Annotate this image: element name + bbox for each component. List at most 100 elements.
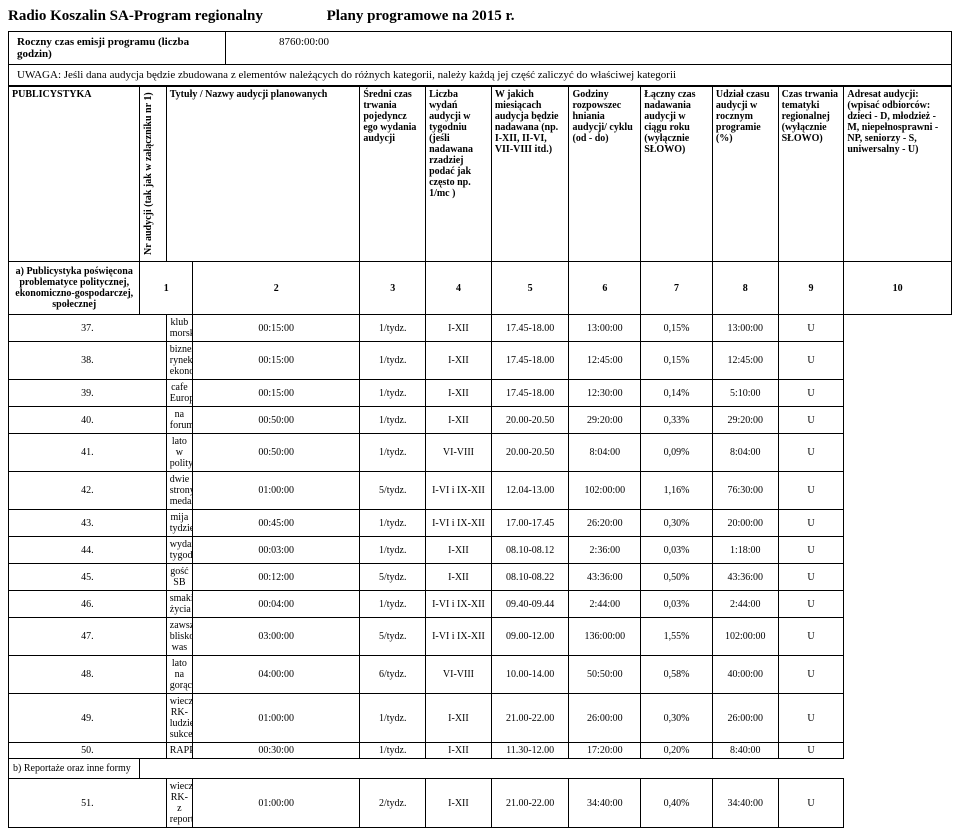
cell-reg: 12:45:00 — [712, 342, 778, 380]
table-row: 46.smaki życia00:04:001/tydz.I-VI i IX-X… — [9, 591, 952, 618]
cell-mon: VI-VIII — [426, 434, 492, 472]
cell-hrs: 20.00-20.50 — [491, 434, 569, 472]
cell-dur: 00:12:00 — [193, 564, 360, 591]
cell-aud: U — [778, 472, 844, 510]
cell-dur: 00:15:00 — [193, 315, 360, 342]
cell-pct: 1,16% — [641, 472, 713, 510]
cell-tot: 136:00:00 — [569, 618, 641, 656]
cell-aud: U — [778, 779, 844, 828]
cell-pct: 0,14% — [641, 380, 713, 407]
cell-mon: I-XII — [426, 779, 492, 828]
cell-dur: 03:00:00 — [193, 618, 360, 656]
cell-pct: 0,30% — [641, 694, 713, 743]
cell-nr: 51. — [9, 779, 167, 828]
numcell: 6 — [569, 262, 641, 315]
cell-name: cafe Europa — [166, 380, 192, 407]
table-row: 47.zawsze blisko was03:00:005/tydz.I-VI … — [9, 618, 952, 656]
category-note: UWAGA: Jeśli dana audycja będzie zbudowa… — [8, 65, 952, 86]
cell-tot: 26:00:00 — [569, 694, 641, 743]
cell-dur: 01:00:00 — [193, 472, 360, 510]
cell-tot: 43:36:00 — [569, 564, 641, 591]
table-row: 49.wieczór RK-ludzie sukcesu01:00:001/ty… — [9, 694, 952, 743]
plans-title: Plany programowe na 2015 r. — [327, 8, 515, 25]
cell-reg: 34:40:00 — [712, 779, 778, 828]
col-frequency: Liczba wydań audycji w tygodniu (jeśli n… — [426, 87, 492, 262]
table-row: 48.lato na gorąco04:00:006/tydz.VI-VIII1… — [9, 656, 952, 694]
cell-mon: I-VI i IX-XII — [426, 618, 492, 656]
cell-hrs: 21.00-22.00 — [491, 779, 569, 828]
cell-nr: 48. — [9, 656, 167, 694]
cell-mon: I-XII — [426, 743, 492, 759]
hours-value: 8760:00:00 — [226, 32, 382, 64]
cell-pct: 0,03% — [641, 591, 713, 618]
cell-hrs: 21.00-22.00 — [491, 694, 569, 743]
cell-hrs: 08.10-08.22 — [491, 564, 569, 591]
numcell: 5 — [491, 262, 569, 315]
cell-aud: U — [778, 315, 844, 342]
cell-hrs: 08.10-08.12 — [491, 537, 569, 564]
cell-aud: U — [778, 618, 844, 656]
cell-reg: 8:40:00 — [712, 743, 778, 759]
cell-tot: 102:00:00 — [569, 472, 641, 510]
cell-pct: 0,15% — [641, 342, 713, 380]
cell-mon: VI-VIII — [426, 656, 492, 694]
cell-mon: I-XII — [426, 380, 492, 407]
col-nr-label: Nr audycji (tak jak w załączniku nr 1) — [143, 89, 154, 259]
cell-hrs: 17.45-18.00 — [491, 342, 569, 380]
col-hours: Godziny rozpowszec hniania audycji/ cykl… — [569, 87, 641, 262]
cell-nr: 49. — [9, 694, 167, 743]
cell-freq: 1/tydz. — [360, 315, 426, 342]
table-row: 38.biznes, rynek, ekonomia00:15:001/tydz… — [9, 342, 952, 380]
table-row: 43.mija tydzień00:45:001/tydz.I-VI i IX-… — [9, 510, 952, 537]
cell-nr: 42. — [9, 472, 167, 510]
col-audience: Adresat audycji: (wpisać odbiorców: dzie… — [844, 87, 952, 262]
cell-freq: 6/tydz. — [360, 656, 426, 694]
org-name: Radio Koszalin SA — [8, 8, 129, 25]
cell-freq: 1/tydz. — [360, 407, 426, 434]
cell-nr: 38. — [9, 342, 167, 380]
cell-nr: 40. — [9, 407, 167, 434]
page-title: Radio Koszalin SA - Program regionalny P… — [8, 8, 952, 25]
numcell: 3 — [360, 262, 426, 315]
table-header-row: PUBLICYSTYKA Nr audycji (tak jak w załąc… — [9, 87, 952, 262]
cell-nr: 47. — [9, 618, 167, 656]
cell-hrs: 09.00-12.00 — [491, 618, 569, 656]
programs-table: PUBLICYSTYKA Nr audycji (tak jak w załąc… — [8, 86, 952, 828]
cell-tot: 13:00:00 — [569, 315, 641, 342]
cell-nr: 43. — [9, 510, 167, 537]
cell-dur: 00:04:00 — [193, 591, 360, 618]
cell-reg: 8:04:00 — [712, 434, 778, 472]
cell-pct: 0,03% — [641, 537, 713, 564]
cell-name: wieczór RK-ludzie sukcesu — [166, 694, 192, 743]
cell-freq: 5/tydz. — [360, 472, 426, 510]
cell-tot: 17:20:00 — [569, 743, 641, 759]
cell-name: biznes, rynek, ekonomia — [166, 342, 192, 380]
numcell: 1 — [140, 262, 193, 315]
cell-name: dwie strony medalu — [166, 472, 192, 510]
cell-tot: 2:44:00 — [569, 591, 641, 618]
cell-nr: 44. — [9, 537, 167, 564]
cell-dur: 01:00:00 — [193, 694, 360, 743]
numcell: 4 — [426, 262, 492, 315]
cell-aud: U — [778, 510, 844, 537]
cell-pct: 0,58% — [641, 656, 713, 694]
table-row: b) Reportaże oraz inne formy — [9, 759, 952, 779]
table-row: 50.RAPP00:30:001/tydz.I-XII11.30-12.0017… — [9, 743, 952, 759]
cell-freq: 2/tydz. — [360, 779, 426, 828]
cell-reg: 26:00:00 — [712, 694, 778, 743]
cell-aud: U — [778, 537, 844, 564]
cell-mon: I-XII — [426, 342, 492, 380]
cell-hrs: 10.00-14.00 — [491, 656, 569, 694]
col-share: Udział czasu audycji w rocznym programie… — [712, 87, 778, 262]
cell-name: wydarzenia tygodnia — [166, 537, 192, 564]
numcell: 7 — [641, 262, 713, 315]
cell-hrs: 09.40-09.44 — [491, 591, 569, 618]
program-name: Program regionalny — [134, 8, 263, 25]
cell-name: wieczór RK-z reportażem — [166, 779, 192, 828]
cell-freq: 5/tydz. — [360, 564, 426, 591]
cell-name: smaki życia — [166, 591, 192, 618]
cell-tot: 26:20:00 — [569, 510, 641, 537]
cell-name: RAPP — [166, 743, 192, 759]
cell-name: lato na gorąco — [166, 656, 192, 694]
numcell: 9 — [778, 262, 844, 315]
